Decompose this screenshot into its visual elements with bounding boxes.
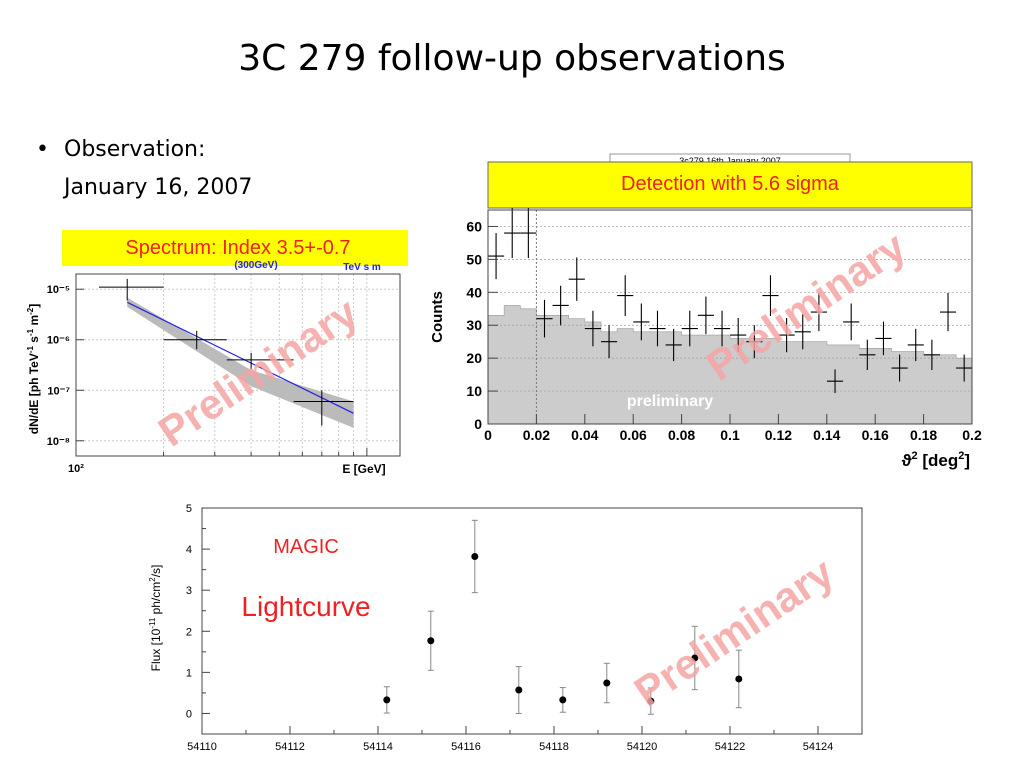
lightcurve-ytick-label: 1	[186, 667, 192, 679]
theta2-xtick-label: 0.18	[910, 427, 937, 443]
lightcurve-ytick-label: 5	[186, 503, 192, 515]
theta2-xtick-label: 0.2	[962, 427, 982, 443]
spectrum-error-band	[127, 297, 354, 428]
lightcurve-ytick-label: 3	[186, 585, 192, 597]
theta2-ytick-label: 50	[466, 251, 482, 267]
lightcurve-point	[603, 679, 611, 687]
theta2-xtick-label: 0.16	[862, 427, 889, 443]
lightcurve-label-title: Lightcurve	[241, 591, 370, 622]
theta2-ylabel: Counts	[429, 291, 446, 343]
lightcurve-xtick-label: 54114	[363, 741, 393, 753]
theta2-xtick-label: 0	[484, 427, 492, 443]
lightcurve-point	[515, 686, 523, 694]
spectrum-ylabel: dN/dE [ph TeV-1 s-1 m-2]	[26, 304, 41, 435]
theta2-banner: Detection with 5.6 sigma	[621, 173, 840, 195]
lightcurve-point	[427, 637, 435, 645]
lightcurve-point	[471, 552, 479, 560]
observation-date: January 16, 2007	[64, 175, 253, 200]
lightcurve-xtick-label: 54124	[803, 741, 834, 753]
theta2-ytick-label: 40	[466, 284, 482, 300]
spectrum-frame	[75, 273, 401, 457]
lightcurve-xtick-label: 54110	[187, 741, 217, 753]
theta2-chart: 3c279 16th January 2007 Detection with 5…	[429, 153, 982, 470]
theta2-ytick-label: 0	[474, 416, 482, 432]
spectrum-xlabel: E [GeV]	[342, 462, 385, 476]
lightcurve-ytick-label: 0	[186, 708, 192, 720]
lightcurve-xtick-label: 54122	[715, 741, 746, 753]
lightcurve-chart: 0 1 2 3 4 5 54110 54112 54114 54116 54118 54120 5412…	[148, 503, 863, 753]
lightcurve-xtick-label: 54120	[627, 741, 658, 753]
spectrum-fit-line	[126, 301, 354, 414]
spectrum-banner-bg	[62, 230, 408, 266]
lightcurve-point	[691, 654, 699, 662]
theta2-xtick-label: 0.14	[813, 427, 840, 443]
lightcurve-xtick-label: 54118	[539, 741, 569, 753]
theta2-xtick-label: 0.02	[523, 427, 550, 443]
lightcurve-frame	[201, 507, 863, 735]
theta2-xtick-label: 0.06	[620, 427, 647, 443]
lightcurve-point	[383, 696, 391, 704]
spectrum-chart: Spectrum: Index 3.5+-0.7 (300GeV) TeV s …	[24, 230, 408, 486]
lightcurve-label-magic: MAGIC	[273, 536, 339, 558]
theta2-ytick-label: 20	[466, 350, 482, 366]
theta2-overlay-text: preliminary	[627, 393, 713, 410]
lightcurve-xtick-label: 54116	[451, 741, 481, 753]
theta2-hidden-title: 3c279 16th January 2007	[679, 156, 781, 166]
spectrum-banner: Spectrum: Index 3.5+-0.7	[125, 237, 350, 259]
theta2-xtick-label: 0.12	[765, 427, 792, 443]
lightcurve-ylabel: Flux [10-11 ph/cm2/s]	[148, 565, 163, 672]
theta2-xtick-label: 0.08	[668, 427, 695, 443]
lightcurve-xtick-label: 54112	[275, 741, 305, 753]
theta2-ytick-label: 60	[466, 218, 482, 234]
spectrum-ytick-label: 10⁻⁶	[47, 335, 70, 347]
spectrum-ytick-label: 10⁻⁷	[47, 385, 70, 397]
theta2-ytick-label: 30	[466, 317, 482, 333]
theta2-xtick-label: 0.04	[571, 427, 598, 443]
theta2-xlabel: ϑ2 [deg2]	[902, 450, 970, 470]
spectrum-ytick-label: 10⁻⁸	[47, 436, 70, 448]
slide-title: 3C 279 follow-up observations	[238, 38, 786, 79]
theta2-xtick-label: 0.1	[720, 427, 740, 443]
observation-label: Observation:	[64, 137, 206, 162]
theta2-banner-bg	[487, 161, 973, 209]
lightcurve-ytick-label: 4	[186, 544, 192, 556]
theta2-ytick-label: 10	[466, 383, 482, 399]
lightcurve-ytick-label: 2	[186, 626, 192, 638]
spectrum-top-text-1: (300GeV)	[234, 260, 277, 271]
lightcurve-point	[735, 675, 743, 683]
spectrum-top-text-2: TeV s m	[343, 262, 381, 273]
lightcurve-point	[559, 696, 567, 704]
lightcurve-point	[647, 697, 655, 705]
spectrum-ytick-label: 10⁻⁵	[47, 284, 70, 296]
bullet-marker: •	[36, 137, 49, 162]
spectrum-xtick-label: 10²	[68, 463, 84, 475]
